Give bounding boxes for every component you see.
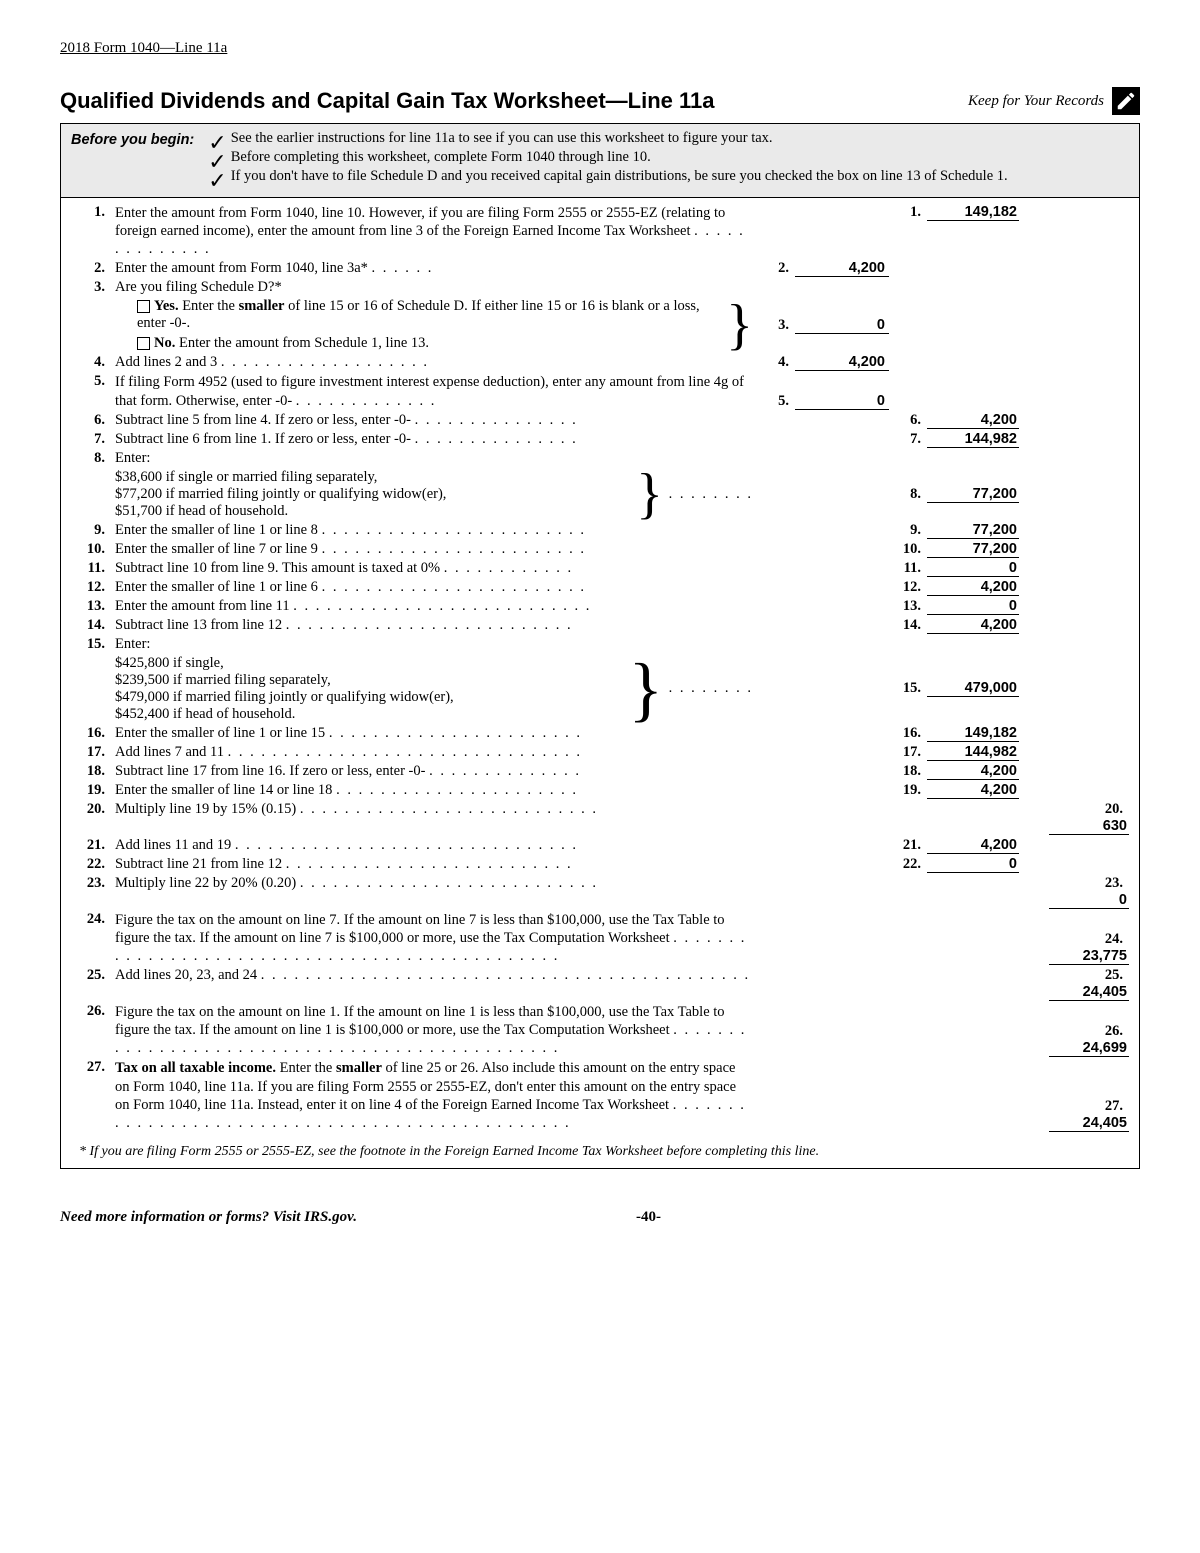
line-6-num: 6. [71, 412, 115, 429]
before-item-3: If you don't have to file Schedule D and… [231, 168, 1008, 185]
before-begin-section: Before you begin: ✓ See the earlier instr… [61, 124, 1139, 198]
line-4-desc: Add lines 2 and 3 [115, 354, 217, 370]
worksheet-rows: 1. Enter the amount from Form 1040, line… [61, 198, 1139, 1140]
line-17-desc: Add lines 7 and 11 [115, 744, 224, 760]
line-23-desc: Multiply line 22 by 20% (0.20) [115, 875, 296, 891]
line-5-value: 0 [795, 393, 889, 410]
line-25-desc: Add lines 20, 23, and 24 [115, 967, 257, 983]
line-15a: $425,800 if single, [115, 655, 628, 672]
line-4-value: 4,200 [795, 354, 889, 371]
line-8-num: 8. [71, 450, 115, 467]
line-7-num: 7. [71, 431, 115, 448]
line-26-desc: Figure the tax on the amount on line 1. … [115, 1004, 725, 1038]
line-3-no: Enter the amount from Schedule 1, line 1… [179, 335, 429, 351]
line-27-value: 24,405 [1049, 1115, 1129, 1132]
line-8b: $77,200 if married filing jointly or qua… [115, 486, 636, 503]
line-3-value: 0 [795, 317, 889, 334]
before-item-1: See the earlier instructions for line 11… [231, 130, 773, 147]
line-25-value: 24,405 [1049, 984, 1129, 1001]
line-16-desc: Enter the smaller of line 1 or line 15 [115, 725, 325, 741]
line-22-value: 0 [927, 856, 1019, 873]
line-7-value: 144,982 [927, 431, 1019, 448]
page-footer: Need more information or forms? Visit IR… [60, 1209, 1140, 1226]
worksheet-title: Qualified Dividends and Capital Gain Tax… [60, 88, 714, 114]
line-2-desc: Enter the amount from Form 1040, line 3a… [115, 260, 368, 276]
line-1-value: 149,182 [927, 204, 1019, 221]
line-24-value: 23,775 [1049, 948, 1129, 965]
line-1-num: 1. [71, 204, 115, 221]
line-23-value: 0 [1049, 892, 1129, 909]
line-20-value: 630 [1049, 818, 1129, 835]
worksheet-box: Before you begin: ✓ See the earlier instr… [60, 123, 1140, 1169]
check-icon: ✓ [208, 174, 226, 188]
line-5-num: 5. [71, 373, 115, 390]
before-item-2: Before completing this worksheet, comple… [231, 149, 651, 166]
line-17-value: 144,982 [927, 744, 1019, 761]
before-checklist: ✓ See the earlier instructions for line 1… [208, 130, 1129, 187]
line-18-value: 4,200 [927, 763, 1019, 780]
keep-records: Keep for Your Records [968, 87, 1140, 115]
check-icon: ✓ [208, 136, 226, 150]
line-15-desc: Enter: [115, 636, 150, 652]
line-19-desc: Enter the smaller of line 14 or line 18 [115, 782, 332, 798]
footer-page-number: -40- [636, 1209, 661, 1226]
line-3-desc: Are you filing Schedule D?* [115, 279, 282, 295]
yes-checkbox[interactable] [137, 300, 150, 313]
line-8c: $51,700 if head of household. [115, 503, 636, 520]
line-20-desc: Multiply line 19 by 15% (0.15) [115, 801, 296, 817]
line-21-desc: Add lines 11 and 19 [115, 837, 231, 853]
no-checkbox[interactable] [137, 337, 150, 350]
line-9-desc: Enter the smaller of line 1 or line 8 [115, 522, 318, 538]
line-15-value: 479,000 [927, 680, 1019, 697]
line-8-value: 77,200 [927, 486, 1019, 503]
line-3-num: 3. [71, 279, 115, 296]
line-24-desc: Figure the tax on the amount on line 7. … [115, 912, 725, 946]
line-13-value: 0 [927, 598, 1019, 615]
line-8a: $38,600 if single or married filing sepa… [115, 469, 636, 486]
pencil-icon [1112, 87, 1140, 115]
line-16-value: 149,182 [927, 725, 1019, 742]
line-2-num: 2. [71, 260, 115, 277]
line-1-desc: Enter the amount from Form 1040, line 10… [115, 205, 725, 239]
line-2-value: 4,200 [795, 260, 889, 277]
before-begin-label: Before you begin: [71, 130, 194, 187]
footnote: * If you are filing Form 2555 or 2555-EZ… [61, 1140, 1139, 1168]
line-21-value: 4,200 [927, 837, 1019, 854]
line-15b: $239,500 if married filing separately, [115, 672, 628, 689]
line-26-value: 24,699 [1049, 1040, 1129, 1057]
line-27-bold: Tax on all taxable income. [115, 1060, 276, 1076]
check-icon: ✓ [208, 155, 226, 169]
keep-records-label: Keep for Your Records [968, 93, 1104, 110]
line-11-desc: Subtract line 10 from line 9. This amoun… [115, 560, 440, 576]
line-22-desc: Subtract line 21 from line 12 [115, 856, 282, 872]
line-11-value: 0 [927, 560, 1019, 577]
line-12-desc: Enter the smaller of line 1 or line 6 [115, 579, 318, 595]
line-6-value: 4,200 [927, 412, 1019, 429]
line-15c: $479,000 if married filing jointly or qu… [115, 689, 628, 706]
line-13-desc: Enter the amount from line 11 [115, 598, 290, 614]
line-10-desc: Enter the smaller of line 7 or line 9 [115, 541, 318, 557]
line-18-desc: Subtract line 17 from line 16. If zero o… [115, 763, 425, 779]
footer-left: Need more information or forms? Visit IR… [60, 1209, 357, 1226]
line-15d: $452,400 if head of household. [115, 706, 628, 723]
line-9-value: 77,200 [927, 522, 1019, 539]
line-8-desc: Enter: [115, 450, 150, 466]
line-6-desc: Subtract line 5 from line 4. If zero or … [115, 412, 411, 428]
line-12-value: 4,200 [927, 579, 1019, 596]
line-14-desc: Subtract line 13 from line 12 [115, 617, 282, 633]
title-row: Qualified Dividends and Capital Gain Tax… [60, 87, 1140, 115]
line-4-num: 4. [71, 354, 115, 371]
line-19-value: 4,200 [927, 782, 1019, 799]
line-14-value: 4,200 [927, 617, 1019, 634]
line-7-desc: Subtract line 6 from line 1. If zero or … [115, 431, 411, 447]
form-header-link: 2018 Form 1040—Line 11a [60, 40, 1140, 57]
line-10-value: 77,200 [927, 541, 1019, 558]
